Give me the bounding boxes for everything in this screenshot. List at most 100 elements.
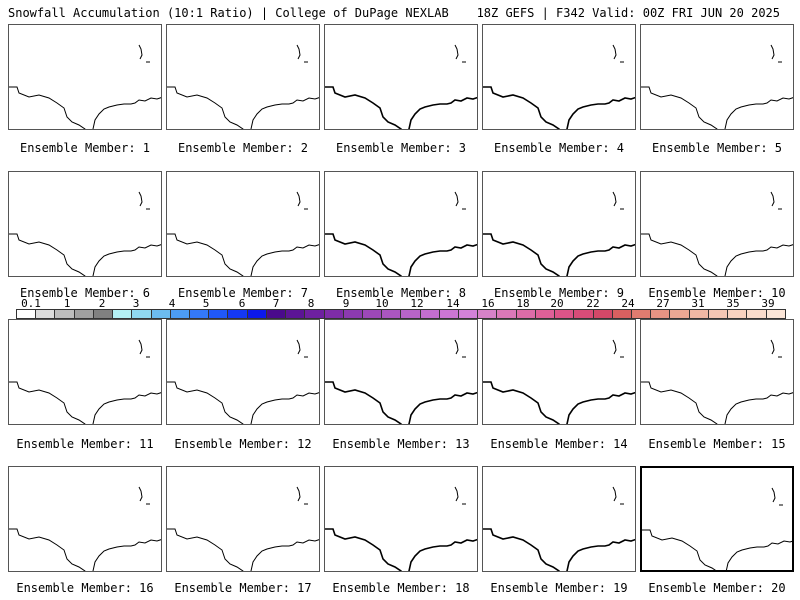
ensemble-member-label: Ensemble Member: 12 (174, 437, 312, 451)
ensemble-member-label: Ensemble Member: 1 (19, 141, 151, 155)
coastline-map (9, 339, 161, 424)
coastline (483, 233, 635, 276)
map-panel (640, 466, 794, 572)
colorbar-swatch (689, 310, 709, 318)
ensemble-member-label: Ensemble Member: 6 (19, 286, 151, 300)
colorbar-swatch (708, 310, 729, 318)
colorbar-label: 8 (307, 297, 315, 310)
colorbar-swatch (170, 310, 190, 318)
coastline-map (641, 44, 793, 129)
colorbar-swatch (651, 310, 671, 318)
coastline-map (483, 191, 635, 276)
island-marks (296, 486, 308, 505)
map-panel (324, 171, 478, 277)
coastline (9, 86, 161, 129)
island-marks (771, 487, 783, 506)
colorbar-label: 35 (726, 297, 740, 310)
colorbar-swatch (766, 310, 785, 318)
colorbar-label: 16 (481, 297, 495, 310)
colorbar-swatch (324, 310, 344, 318)
colorbar-swatch (151, 310, 171, 318)
colorbar-label: 6 (238, 297, 246, 310)
island-marks (770, 339, 782, 358)
ensemble-member-label: Ensemble Member: 7 (177, 286, 309, 300)
coastline (642, 529, 792, 570)
colorbar-label: 7 (272, 297, 280, 310)
colorbar-labels: 0.1 1 2 3 4 5 6 7 8 9 10 12 14 16 18 20 22 24 27 31 35 39 (0, 297, 800, 310)
island-marks (770, 191, 782, 210)
island-marks (612, 191, 624, 210)
island-marks (454, 44, 466, 63)
colorbar-swatch (382, 310, 402, 318)
map-panel (324, 466, 478, 572)
colorbar (16, 309, 786, 319)
colorbar-swatch (632, 310, 652, 318)
coastline (9, 528, 161, 571)
coastline-map (325, 339, 477, 424)
colorbar-swatch (343, 310, 363, 318)
colorbar-label: 1 (63, 297, 71, 310)
colorbar-label: 14 (446, 297, 460, 310)
island-marks (770, 44, 782, 63)
colorbar-swatch (574, 310, 594, 318)
ensemble-member-label: Ensemble Member: 4 (493, 141, 625, 155)
coastline-map (483, 44, 635, 129)
island-marks (454, 486, 466, 505)
ensemble-member-label: Ensemble Member: 16 (16, 581, 154, 595)
colorbar-label: 22 (586, 297, 600, 310)
map-title: Snowfall Accumulation (10:1 Ratio) | Col… (8, 6, 449, 20)
colorbar-swatch (286, 310, 306, 318)
colorbar-swatch (247, 310, 267, 318)
ensemble-member-label: Ensemble Member: 15 (648, 437, 786, 451)
colorbar-swatch (497, 310, 517, 318)
coastline-map (325, 44, 477, 129)
ensemble-member-label: Ensemble Member: 2 (177, 141, 309, 155)
colorbar-swatch (401, 310, 421, 318)
island-marks (612, 339, 624, 358)
colorbar-label: 2 (98, 297, 106, 310)
island-marks (296, 44, 308, 63)
colorbar-swatch (555, 310, 575, 318)
map-panel (166, 466, 320, 572)
colorbar-label: 9 (342, 297, 350, 310)
coastline-map (9, 486, 161, 571)
coastline (641, 86, 793, 129)
colorbar-label: 24 (621, 297, 635, 310)
coastline-map (641, 339, 793, 424)
island-marks (138, 191, 150, 210)
colorbar-swatch (459, 310, 479, 318)
colorbar-label: 31 (691, 297, 705, 310)
coastline (325, 528, 477, 571)
colorbar-swatch (17, 310, 37, 318)
map-panel (166, 24, 320, 130)
coastline-map (642, 487, 792, 570)
colorbar-swatch (228, 310, 248, 318)
colorbar-label: 39 (761, 297, 775, 310)
ensemble-member-label: Ensemble Member: 13 (332, 437, 470, 451)
coastline (167, 86, 319, 129)
coastline-map (9, 191, 161, 276)
coastline (167, 528, 319, 571)
coastline-map (167, 486, 319, 571)
colorbar-swatch (189, 310, 210, 318)
colorbar-label: 4 (168, 297, 176, 310)
colorbar-swatch (55, 310, 75, 318)
colorbar-swatch (420, 310, 440, 318)
colorbar-swatch (74, 310, 94, 318)
colorbar-swatch (36, 310, 56, 318)
coastline-map (9, 44, 161, 129)
island-marks (138, 486, 150, 505)
map-panel (482, 466, 636, 572)
ensemble-member-label: Ensemble Member: 9 (493, 286, 625, 300)
colorbar-swatch (266, 310, 287, 318)
coastline (641, 233, 793, 276)
map-panel (166, 171, 320, 277)
colorbar-swatch (535, 310, 556, 318)
ensemble-member-label: Ensemble Member: 18 (332, 581, 470, 595)
map-panel (8, 171, 162, 277)
island-marks (454, 191, 466, 210)
map-panel (324, 319, 478, 425)
map-panel (324, 24, 478, 130)
colorbar-swatch (209, 310, 229, 318)
map-panel (640, 171, 794, 277)
